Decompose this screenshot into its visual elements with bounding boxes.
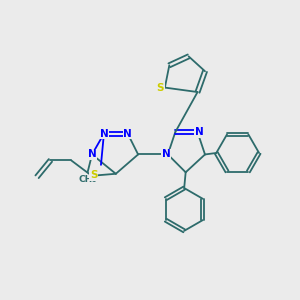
Text: CH₃: CH₃	[79, 175, 97, 184]
Text: S: S	[90, 170, 97, 180]
Text: S: S	[157, 82, 164, 93]
Text: N: N	[162, 149, 171, 160]
Text: N: N	[100, 129, 108, 139]
Text: N: N	[195, 127, 203, 137]
Text: N: N	[123, 129, 132, 139]
Text: N: N	[88, 149, 96, 160]
